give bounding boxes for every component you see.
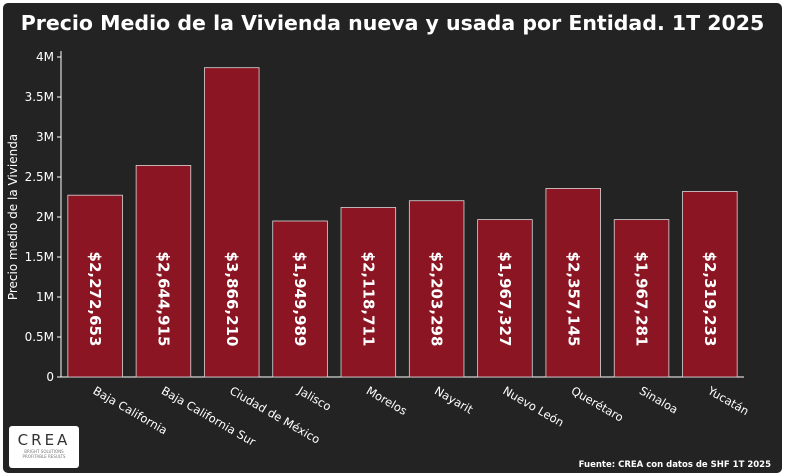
- logo-tagline: BRIGHT SOLUTIONS: [24, 449, 64, 454]
- logo-tagline: PROFITABLE RESULTS: [22, 454, 66, 459]
- y-tick-label: 2.5M: [25, 170, 54, 184]
- value-labels: $2,272,653 $2,644,915 $3,866,210 $1,949,989…: [86, 252, 719, 347]
- x-tick-label: Morelos: [364, 383, 410, 417]
- x-tick-label: Sinaloa: [637, 383, 680, 416]
- bar: [272, 220, 328, 378]
- y-tick-label: 3.5M: [25, 90, 54, 104]
- y-tick-label: 0: [46, 370, 54, 384]
- bar-value-label: $1,967,281: [633, 252, 651, 347]
- bars: [67, 67, 738, 378]
- bar: [408, 200, 465, 378]
- bar-value-label: $1,967,327: [496, 252, 514, 347]
- chart-title: Precio Medio de la Vivienda nueva y usad…: [20, 11, 765, 35]
- y-tick-label: 2M: [36, 210, 54, 224]
- bar-value-label: $2,118,711: [359, 252, 377, 347]
- bar: [477, 219, 533, 378]
- y-tick-label: 1.5M: [25, 250, 54, 264]
- x-tick-label: Nuevo León: [500, 383, 566, 429]
- bar-value-label: $3,866,210: [223, 252, 241, 347]
- bar: [67, 194, 123, 378]
- x-tick-label: Yucatán: [704, 383, 751, 418]
- y-tick-label: 1M: [36, 290, 54, 304]
- bar: [613, 219, 670, 378]
- bar: [204, 67, 260, 378]
- bar: [340, 207, 397, 378]
- y-tick-label: 3M: [36, 130, 54, 144]
- x-tick-label: Querétaro: [569, 383, 626, 424]
- bar-value-label: $2,357,145: [564, 252, 582, 347]
- bar-value-label: $2,272,653: [86, 252, 104, 347]
- bar: [135, 165, 192, 378]
- x-tick-label: Jalisco: [295, 383, 334, 414]
- bar: [545, 188, 601, 378]
- y-tick-label: 0.5M: [25, 330, 54, 344]
- y-axis: 0 0.5M 1M 1.5M 2M 2.5M 3M 3.5M 4M: [25, 50, 744, 384]
- chart-frame: Precio Medio de la Vivienda nueva y usad…: [3, 3, 782, 473]
- bar-value-label: $1,949,989: [291, 252, 309, 347]
- bar-value-label: $2,203,298: [428, 252, 446, 347]
- crea-logo: CREA BRIGHT SOLUTIONS PROFITABLE RESULTS: [9, 426, 79, 468]
- source-note: Fuente: CREA con datos de SHF 1T 2025: [578, 460, 771, 470]
- bar: [682, 191, 738, 378]
- bar-chart: 0 0.5M 1M 1.5M 2M 2.5M 3M 3.5M 4M $2,272,653 $2,6…: [6, 50, 752, 449]
- bar-value-label: $2,319,233: [701, 252, 719, 347]
- logo-wordmark: CREA: [17, 431, 71, 449]
- bar-value-label: $2,644,915: [154, 252, 172, 347]
- x-tick-label: Nayarit: [432, 383, 476, 416]
- y-axis-title: Precio medio de la Vivienda: [6, 134, 20, 300]
- y-tick-label: 4M: [36, 50, 54, 64]
- x-tick-label: Baja California: [91, 383, 170, 437]
